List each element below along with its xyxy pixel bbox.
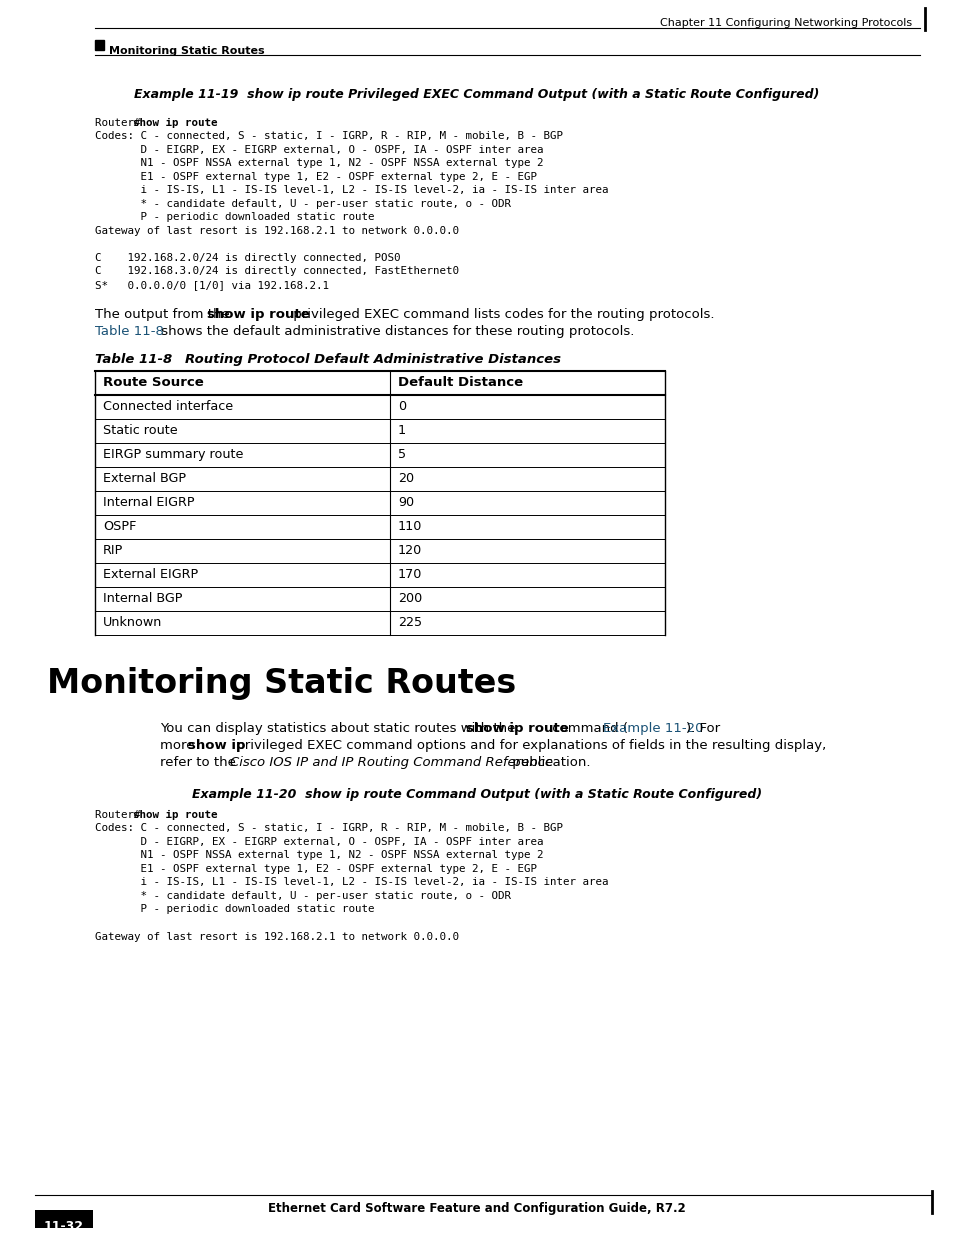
- Text: EIRGP summary route: EIRGP summary route: [103, 448, 243, 461]
- Text: publication.: publication.: [507, 756, 590, 769]
- Text: privileged EXEC command lists codes for the routing protocols.: privileged EXEC command lists codes for …: [289, 308, 714, 321]
- Text: N1 - OSPF NSSA external type 1, N2 - OSPF NSSA external type 2: N1 - OSPF NSSA external type 1, N2 - OSP…: [95, 158, 543, 168]
- Text: more: more: [160, 739, 198, 752]
- Text: 11-32: 11-32: [44, 1220, 84, 1233]
- Text: ). For: ). For: [685, 722, 720, 735]
- Text: 170: 170: [397, 568, 422, 580]
- Text: show ip: show ip: [188, 739, 245, 752]
- Text: 90: 90: [397, 496, 414, 509]
- Text: i - IS-IS, L1 - IS-IS level-1, L2 - IS-IS level-2, ia - IS-IS inter area: i - IS-IS, L1 - IS-IS level-1, L2 - IS-I…: [95, 185, 608, 195]
- Text: Routing Protocol Default Administrative Distances: Routing Protocol Default Administrative …: [185, 353, 560, 366]
- Text: refer to the: refer to the: [160, 756, 240, 769]
- Text: 225: 225: [397, 616, 421, 629]
- Text: Router#: Router#: [95, 119, 147, 128]
- Text: Default Distance: Default Distance: [397, 375, 522, 389]
- Text: S*   0.0.0.0/0 [1/0] via 192.168.2.1: S* 0.0.0.0/0 [1/0] via 192.168.2.1: [95, 280, 329, 290]
- Bar: [35, 1210, 92, 1228]
- Text: Internal BGP: Internal BGP: [103, 592, 182, 605]
- Bar: [95, 40, 104, 49]
- Text: 5: 5: [397, 448, 406, 461]
- Text: Chapter 11 Configuring Networking Protocols: Chapter 11 Configuring Networking Protoc…: [659, 19, 911, 28]
- Text: E1 - OSPF external type 1, E2 - OSPF external type 2, E - EGP: E1 - OSPF external type 1, E2 - OSPF ext…: [95, 864, 537, 874]
- Text: Codes: C - connected, S - static, I - IGRP, R - RIP, M - mobile, B - BGP: Codes: C - connected, S - static, I - IG…: [95, 824, 562, 834]
- Text: command (: command (: [547, 722, 627, 735]
- Text: i - IS-IS, L1 - IS-IS level-1, L2 - IS-IS level-2, ia - IS-IS inter area: i - IS-IS, L1 - IS-IS level-1, L2 - IS-I…: [95, 878, 608, 888]
- Text: show ip route: show ip route: [465, 722, 568, 735]
- Text: * - candidate default, U - per-user static route, o - ODR: * - candidate default, U - per-user stat…: [95, 890, 511, 902]
- Text: Ethernet Card Software Feature and Configuration Guide, R7.2: Ethernet Card Software Feature and Confi…: [268, 1202, 685, 1215]
- Text: Monitoring Static Routes: Monitoring Static Routes: [47, 667, 516, 700]
- Text: Example 11-19  show ip route Privileged EXEC Command Output (with a Static Route: Example 11-19 show ip route Privileged E…: [134, 88, 819, 101]
- Text: Internal EIGRP: Internal EIGRP: [103, 496, 194, 509]
- Text: E1 - OSPF external type 1, E2 - OSPF external type 2, E - EGP: E1 - OSPF external type 1, E2 - OSPF ext…: [95, 172, 537, 182]
- Text: show ip route: show ip route: [132, 119, 217, 128]
- Text: 120: 120: [397, 543, 422, 557]
- Text: show ip route: show ip route: [207, 308, 310, 321]
- Text: Router#: Router#: [95, 810, 147, 820]
- Text: P - periodic downloaded static route: P - periodic downloaded static route: [95, 212, 375, 222]
- Text: N1 - OSPF NSSA external type 1, N2 - OSPF NSSA external type 2: N1 - OSPF NSSA external type 1, N2 - OSP…: [95, 851, 543, 861]
- Text: Unknown: Unknown: [103, 616, 162, 629]
- Text: Connected interface: Connected interface: [103, 400, 233, 412]
- Text: Table 11-8: Table 11-8: [95, 353, 172, 366]
- Text: RIP: RIP: [103, 543, 123, 557]
- Text: shows the default administrative distances for these routing protocols.: shows the default administrative distanc…: [157, 325, 634, 338]
- Text: Codes: C - connected, S - static, I - IGRP, R - RIP, M - mobile, B - BGP: Codes: C - connected, S - static, I - IG…: [95, 131, 562, 142]
- Text: P - periodic downloaded static route: P - periodic downloaded static route: [95, 904, 375, 914]
- Text: 110: 110: [397, 520, 422, 534]
- Text: Table 11-8: Table 11-8: [95, 325, 164, 338]
- Text: The output from the: The output from the: [95, 308, 233, 321]
- Text: Static route: Static route: [103, 424, 177, 437]
- Text: Gateway of last resort is 192.168.2.1 to network 0.0.0.0: Gateway of last resort is 192.168.2.1 to…: [95, 226, 458, 236]
- Text: show ip route: show ip route: [132, 810, 217, 820]
- Text: C    192.168.3.0/24 is directly connected, FastEthernet0: C 192.168.3.0/24 is directly connected, …: [95, 267, 458, 277]
- Text: Route Source: Route Source: [103, 375, 204, 389]
- Text: * - candidate default, U - per-user static route, o - ODR: * - candidate default, U - per-user stat…: [95, 199, 511, 209]
- Text: External BGP: External BGP: [103, 472, 186, 485]
- Text: privileged EXEC command options and for explanations of fields in the resulting : privileged EXEC command options and for …: [232, 739, 825, 752]
- Text: D - EIGRP, EX - EIGRP external, O - OSPF, IA - OSPF inter area: D - EIGRP, EX - EIGRP external, O - OSPF…: [95, 144, 543, 156]
- Text: D - EIGRP, EX - EIGRP external, O - OSPF, IA - OSPF inter area: D - EIGRP, EX - EIGRP external, O - OSPF…: [95, 837, 543, 847]
- Text: 200: 200: [397, 592, 422, 605]
- Text: Example 11-20: Example 11-20: [602, 722, 702, 735]
- Text: 1: 1: [397, 424, 406, 437]
- Text: You can display statistics about static routes with the: You can display statistics about static …: [160, 722, 519, 735]
- Text: External EIGRP: External EIGRP: [103, 568, 198, 580]
- Text: 20: 20: [397, 472, 414, 485]
- Text: C    192.168.2.0/24 is directly connected, POS0: C 192.168.2.0/24 is directly connected, …: [95, 253, 400, 263]
- Text: OSPF: OSPF: [103, 520, 136, 534]
- Text: Example 11-20  show ip route Command Output (with a Static Route Configured): Example 11-20 show ip route Command Outp…: [192, 788, 761, 802]
- Text: Cisco IOS IP and IP Routing Command Reference: Cisco IOS IP and IP Routing Command Refe…: [230, 756, 553, 769]
- Text: 0: 0: [397, 400, 406, 412]
- Text: Monitoring Static Routes: Monitoring Static Routes: [109, 46, 264, 56]
- Text: Gateway of last resort is 192.168.2.1 to network 0.0.0.0: Gateway of last resort is 192.168.2.1 to…: [95, 931, 458, 941]
